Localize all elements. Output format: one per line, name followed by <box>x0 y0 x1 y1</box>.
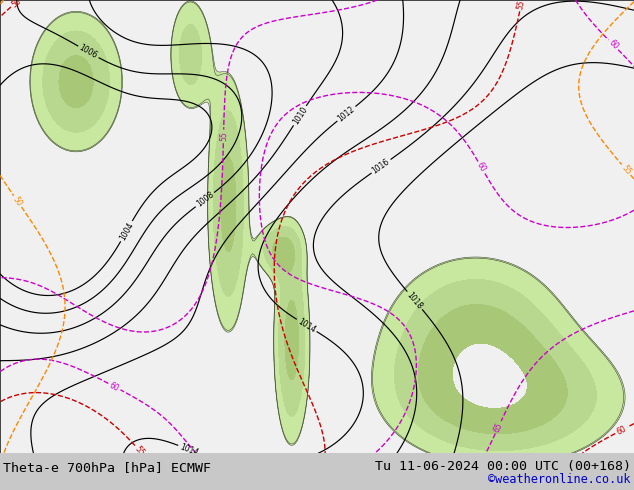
Text: 1008: 1008 <box>195 190 216 209</box>
Text: 1012: 1012 <box>336 104 357 123</box>
Text: 1018: 1018 <box>405 290 424 311</box>
Text: 1016: 1016 <box>371 157 392 175</box>
Text: 1014: 1014 <box>296 317 317 334</box>
Text: 1014: 1014 <box>179 442 200 457</box>
Text: 1006: 1006 <box>78 43 99 61</box>
Text: 55: 55 <box>219 131 228 141</box>
Text: Theta-e 700hPa [hPa] ECMWF: Theta-e 700hPa [hPa] ECMWF <box>3 462 211 474</box>
Text: 65: 65 <box>492 421 505 434</box>
Text: 1010: 1010 <box>291 105 309 126</box>
Text: Tu 11-06-2024 00:00 UTC (00+168): Tu 11-06-2024 00:00 UTC (00+168) <box>375 460 631 473</box>
Text: 50: 50 <box>11 195 24 208</box>
Text: ©weatheronline.co.uk: ©weatheronline.co.uk <box>488 473 631 486</box>
Text: 50: 50 <box>10 0 23 9</box>
Text: 55: 55 <box>133 444 146 457</box>
Text: 60: 60 <box>615 424 628 437</box>
Text: 55: 55 <box>515 0 527 10</box>
Text: 60: 60 <box>475 161 488 174</box>
Text: 60: 60 <box>607 38 620 51</box>
Text: 60: 60 <box>108 380 121 393</box>
Text: 1004: 1004 <box>118 220 135 242</box>
Text: 55: 55 <box>619 163 633 176</box>
